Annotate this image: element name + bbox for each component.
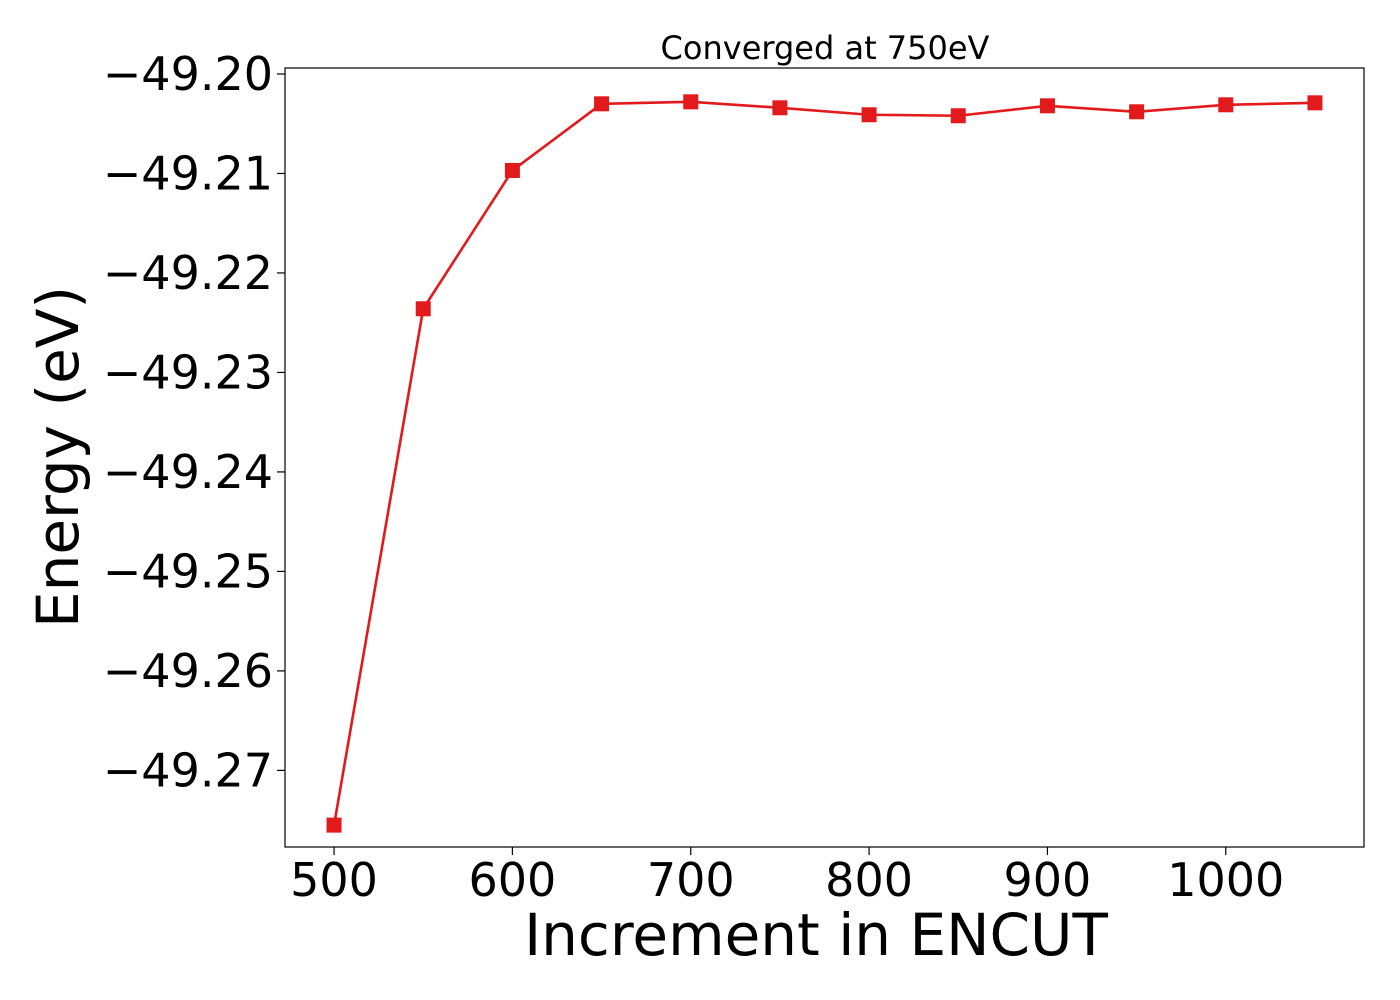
data-series (326, 94, 1323, 833)
data-point-marker (772, 100, 788, 116)
data-point-marker (504, 162, 520, 178)
y-tick-label: −49.23 (103, 345, 273, 399)
x-axis-label: Increment in ENCUT (524, 901, 1108, 969)
chart-title: Converged at 750eV (661, 29, 990, 67)
x-tick-label: 500 (290, 853, 378, 907)
axes-ticks: 500 600 700 800 900 1000 −49.27 −49.26 −49.25 −49… (103, 47, 1285, 907)
y-tick-label: −49.22 (103, 246, 273, 300)
data-point-marker (1129, 104, 1145, 120)
series-line (332, 100, 1315, 826)
data-point-marker (1307, 95, 1323, 111)
x-tick-label: 1000 (1167, 853, 1284, 907)
y-tick-label: −49.25 (103, 544, 273, 598)
y-tick-label: −49.21 (103, 146, 273, 200)
data-point-marker (326, 817, 342, 833)
data-point-marker (683, 94, 699, 110)
y-tick-label: −49.27 (103, 743, 273, 797)
y-tick-label: −49.26 (103, 644, 273, 698)
plot-area-frame (284, 67, 1365, 848)
x-tick-label: 900 (1004, 853, 1092, 907)
data-point-marker (415, 301, 431, 317)
data-point-marker (1039, 98, 1055, 114)
data-point-marker (861, 107, 877, 123)
data-point-marker (950, 108, 966, 124)
y-tick-label: −49.20 (103, 47, 273, 101)
y-axis-label: Energy (eV) (24, 286, 92, 628)
x-tick-label: 600 (468, 853, 556, 907)
data-point-marker (1218, 97, 1234, 113)
data-point-marker (594, 96, 610, 112)
y-tick-label: −49.24 (103, 445, 273, 499)
x-tick-label: 700 (647, 853, 735, 907)
x-tick-label: 800 (825, 853, 913, 907)
